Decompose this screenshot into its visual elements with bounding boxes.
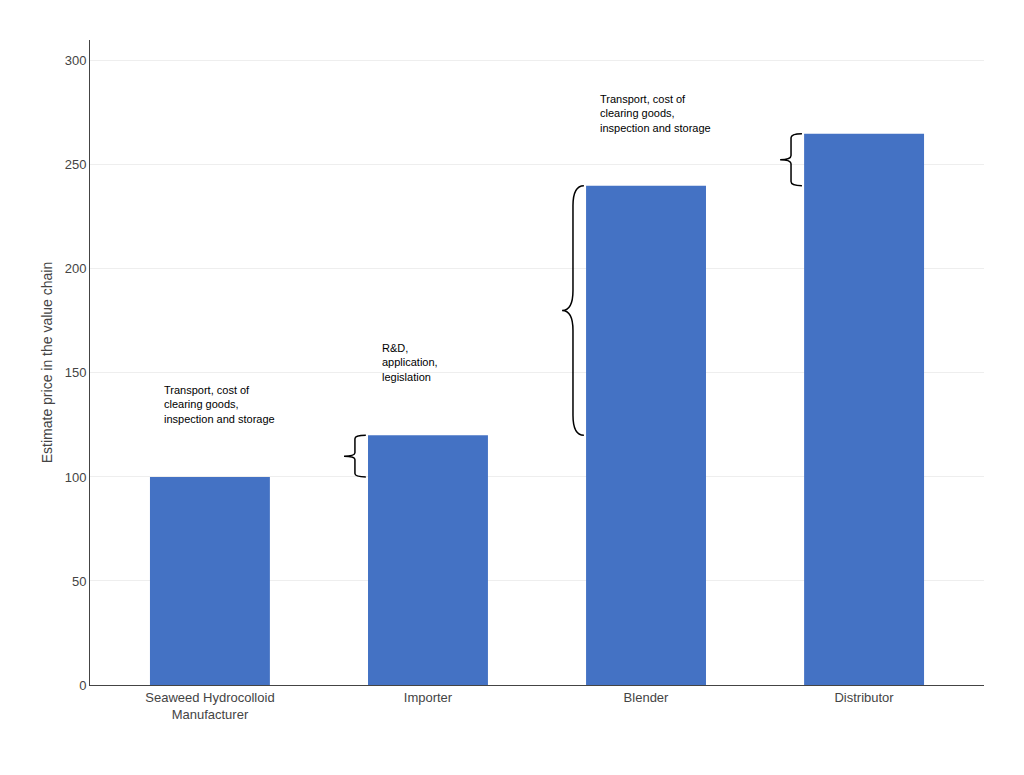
svg-text:Blender: Blender	[624, 690, 669, 705]
svg-text:200: 200	[65, 261, 87, 276]
svg-text:Transport, cost ofclearing goo: Transport, cost ofclearing goods,inspect…	[600, 93, 711, 134]
svg-text:50: 50	[72, 574, 86, 589]
svg-text:100: 100	[65, 469, 87, 484]
svg-text:Seaweed HydrocolloidManufactur: Seaweed HydrocolloidManufacturer	[145, 690, 274, 722]
svg-text:Transport, cost ofclearing goo: Transport, cost ofclearing goods,inspect…	[164, 384, 275, 425]
svg-text:R&D,application,legislation: R&D,application,legislation	[382, 342, 438, 383]
svg-text:Distributor: Distributor	[834, 690, 894, 705]
svg-text:150: 150	[65, 365, 87, 380]
svg-text:Estimate price in the value ch: Estimate price in the value chain	[39, 262, 55, 464]
svg-text:250: 250	[65, 157, 87, 172]
svg-text:300: 300	[65, 53, 87, 68]
svg-text:Importer: Importer	[404, 690, 453, 705]
svg-text:0: 0	[79, 678, 86, 693]
